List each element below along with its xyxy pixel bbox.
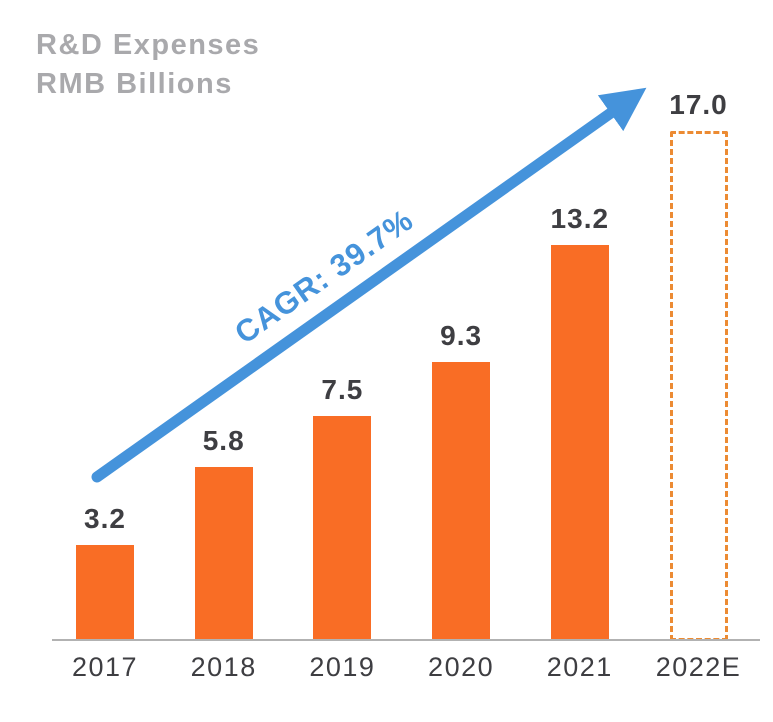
x-axis-label-2018: 2018 <box>190 652 257 682</box>
x-axis-label-2020: 2020 <box>428 652 495 682</box>
bar-2018 <box>194 467 253 641</box>
bar-value-label-2019: 7.5 <box>321 374 364 405</box>
x-axis-line <box>52 639 760 641</box>
x-axis-label-2021: 2021 <box>546 652 613 682</box>
bar-value-label-2020: 9.3 <box>440 320 483 351</box>
bar-value-label-2022E: 17.0 <box>669 89 728 120</box>
bar-2017 <box>76 545 134 641</box>
bar-2020 <box>432 362 491 641</box>
bar-value-label-2021: 13.2 <box>550 203 610 234</box>
bar-2019 <box>313 416 372 641</box>
chart-title-line1: R&D Expenses <box>36 29 261 61</box>
chart-title: R&D Expenses RMB Billions <box>36 26 260 104</box>
x-axis-label-2017: 2017 <box>71 652 139 682</box>
x-axis-label-2019: 2019 <box>309 652 376 682</box>
bar-value-label-2017: 3.2 <box>84 503 126 534</box>
x-axis-label-2022E: 2022E <box>655 652 742 682</box>
chart-title-line2: RMB Billions <box>36 68 233 101</box>
bar-2021 <box>550 245 609 641</box>
bar-value-label-2018: 5.8 <box>202 425 245 456</box>
bar-2022E <box>669 131 728 641</box>
